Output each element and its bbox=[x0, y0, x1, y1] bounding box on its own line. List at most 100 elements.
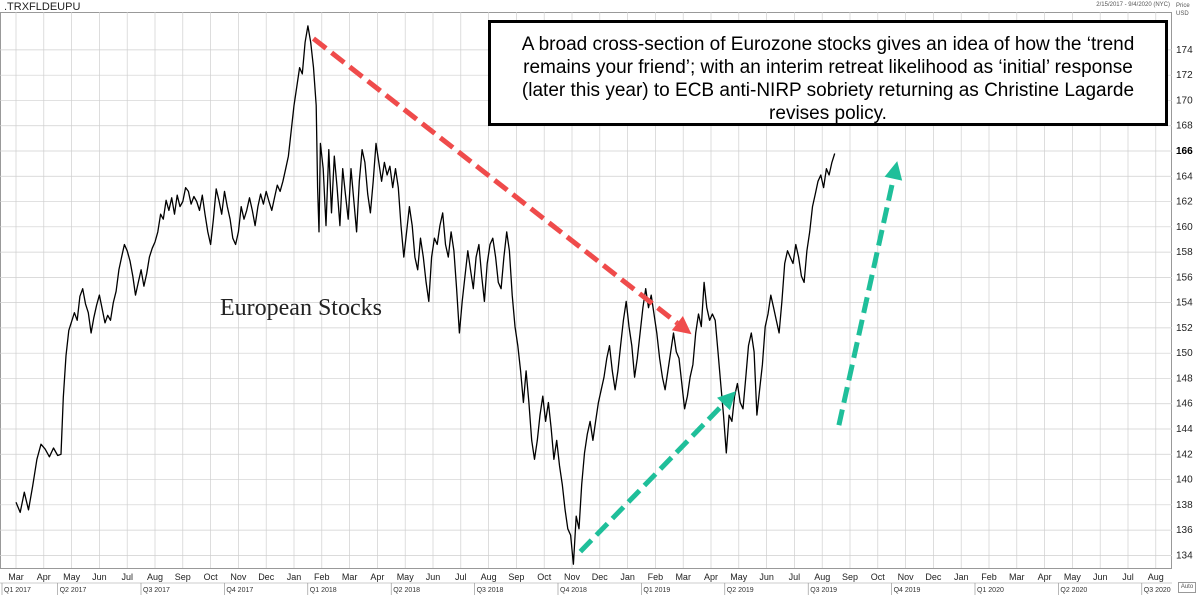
x-tick-label: Mar bbox=[1009, 572, 1025, 582]
x-tick-label: Aug bbox=[814, 572, 830, 582]
quarter-label: Q4 2017 bbox=[226, 587, 253, 594]
x-tick-label: Sep bbox=[175, 572, 191, 582]
x-tick-label: May bbox=[397, 572, 415, 582]
price-line bbox=[15, 25, 836, 565]
trend-arrow-shaft bbox=[311, 36, 679, 326]
quarter-label: Q3 2020 bbox=[1144, 587, 1171, 594]
y-tick-label: 154 bbox=[1176, 298, 1193, 309]
x-tick-label: May bbox=[730, 572, 748, 582]
x-tick-label: Dec bbox=[592, 572, 609, 582]
y-tick-label: 134 bbox=[1176, 550, 1193, 561]
x-tick-label: Mar bbox=[8, 572, 24, 582]
date-range: 2/15/2017 - 9/4/2020 (NYC) bbox=[1096, 2, 1170, 8]
trend-arrow-head bbox=[717, 391, 737, 411]
y-tick-label: 160 bbox=[1176, 222, 1193, 233]
quarter-label: Q2 2020 bbox=[1060, 587, 1087, 594]
y-tick-label: 166 bbox=[1176, 146, 1193, 157]
x-tick-label: Apr bbox=[37, 572, 51, 582]
x-tick-label: Nov bbox=[230, 572, 247, 582]
x-tick-label: Oct bbox=[537, 572, 552, 582]
x-tick-label: Jul bbox=[121, 572, 133, 582]
auto-scale-button[interactable]: Auto bbox=[1178, 582, 1196, 593]
y-tick-label: 172 bbox=[1176, 70, 1193, 81]
y-tick-label: 152 bbox=[1176, 323, 1193, 334]
x-axis: Mar Apr May Jun Jul Aug Sep Oct Nov Dec Jan Feb Mar A… bbox=[0, 572, 1172, 595]
y-tick-label: 168 bbox=[1176, 121, 1193, 132]
ticker-symbol: .TRXFLDEUPU bbox=[4, 1, 81, 13]
y-tick-label: 136 bbox=[1176, 525, 1193, 536]
quarter-label: Q4 2018 bbox=[560, 587, 587, 594]
y-tick-label: 158 bbox=[1176, 247, 1193, 258]
y-tick-label: 150 bbox=[1176, 348, 1193, 359]
x-tick-label: Aug bbox=[1148, 572, 1164, 582]
x-tick-label: Dec bbox=[925, 572, 942, 582]
x-tick-label: Jan bbox=[287, 572, 302, 582]
x-tick-label: Sep bbox=[842, 572, 858, 582]
x-tick-label: Aug bbox=[147, 572, 163, 582]
x-tick-label: Jul bbox=[789, 572, 801, 582]
price-axis-title: Price USD bbox=[1176, 3, 1190, 17]
annotation-box: A broad cross-section of Eurozone stocks… bbox=[488, 20, 1168, 126]
trend-arrow-shaft bbox=[578, 402, 726, 554]
quarter-label: Q3 2018 bbox=[477, 587, 504, 594]
y-tick-label: 148 bbox=[1176, 373, 1193, 384]
x-tick-label: Oct bbox=[204, 572, 219, 582]
x-tick-label: Apr bbox=[1038, 572, 1052, 582]
line-layer bbox=[15, 25, 836, 565]
x-tick-label: May bbox=[1064, 572, 1082, 582]
quarter-label: Q3 2019 bbox=[810, 587, 837, 594]
quarter-label: Q2 2017 bbox=[60, 587, 87, 594]
y-tick-label: 140 bbox=[1176, 475, 1193, 486]
x-tick-label: Jan bbox=[954, 572, 969, 582]
x-tick-label: Nov bbox=[564, 572, 581, 582]
y-tick-label: 142 bbox=[1176, 449, 1193, 460]
x-tick-label: Apr bbox=[370, 572, 384, 582]
x-tick-label: Feb bbox=[648, 572, 664, 582]
annotation-text: A broad cross-section of Eurozone stocks… bbox=[521, 34, 1135, 124]
x-tick-label: Mar bbox=[675, 572, 691, 582]
x-tick-label: Jan bbox=[620, 572, 635, 582]
x-tick-label: May bbox=[63, 572, 81, 582]
x-tick-label: Apr bbox=[704, 572, 718, 582]
quarter-label: Q1 2020 bbox=[977, 587, 1004, 594]
y-tick-label: 138 bbox=[1176, 500, 1193, 511]
y-tick-label: 174 bbox=[1176, 45, 1193, 56]
x-tick-label: Jul bbox=[1122, 572, 1134, 582]
x-tick-label: Feb bbox=[314, 572, 330, 582]
x-tick-label: Dec bbox=[258, 572, 275, 582]
y-tick-label: 146 bbox=[1176, 399, 1193, 410]
x-tick-label: Sep bbox=[508, 572, 524, 582]
y-tick-label: 156 bbox=[1176, 272, 1193, 283]
trend-arrow-shaft bbox=[836, 178, 896, 426]
trend-arrow-head bbox=[671, 316, 692, 335]
x-tick-label: Aug bbox=[481, 572, 497, 582]
y-axis: 134 136 138 140 142 144 146 148 150 152 154 156 158 1… bbox=[1176, 45, 1193, 561]
arrow-layer bbox=[311, 36, 903, 554]
x-tick-label: Jun bbox=[92, 572, 107, 582]
quarter-label: Q1 2018 bbox=[310, 587, 337, 594]
plot-frame bbox=[0, 12, 1172, 569]
x-tick-label: Jul bbox=[455, 572, 467, 582]
x-tick-label: Jun bbox=[759, 572, 774, 582]
x-tick-label: Nov bbox=[898, 572, 915, 582]
y-tick-label: 162 bbox=[1176, 197, 1193, 208]
quarter-label: Q3 2017 bbox=[143, 587, 170, 594]
quarter-label: Q4 2019 bbox=[894, 587, 921, 594]
quarter-label: Q1 2017 bbox=[4, 587, 31, 594]
quarter-label: Q2 2019 bbox=[727, 587, 754, 594]
last-value-label: 166 bbox=[1176, 146, 1193, 157]
y-tick-label: 164 bbox=[1176, 171, 1193, 182]
x-tick-label: Feb bbox=[981, 572, 997, 582]
quarter-label: Q1 2019 bbox=[643, 587, 670, 594]
x-tick-label: Oct bbox=[871, 572, 886, 582]
chart-label: European Stocks bbox=[220, 295, 382, 321]
y-tick-label: 170 bbox=[1176, 95, 1193, 106]
quarter-label: Q2 2018 bbox=[393, 587, 420, 594]
x-tick-label: Jun bbox=[426, 572, 441, 582]
x-tick-label: Mar bbox=[342, 572, 358, 582]
y-tick-label: 144 bbox=[1176, 424, 1193, 435]
trend-arrow-head bbox=[884, 161, 903, 181]
x-tick-label: Jun bbox=[1093, 572, 1108, 582]
